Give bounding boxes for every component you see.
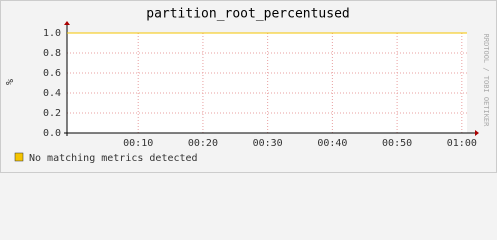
x-tick-label: 00:20	[188, 138, 218, 149]
y-axis-label: %	[5, 79, 16, 85]
chart-title: partition_root_percentused	[146, 7, 350, 22]
axis-arrow	[475, 130, 479, 136]
y-tick-label: 0.2	[43, 108, 61, 119]
x-tick-label: 00:50	[382, 138, 412, 149]
x-tick-label: 00:40	[317, 138, 347, 149]
chart: partition_root_percentused % RRDTOOL / T…	[0, 0, 497, 173]
legend-swatch	[14, 152, 24, 162]
x-tick-label: 00:30	[253, 138, 283, 149]
y-tick-label: 0.0	[43, 128, 61, 139]
y-tick-label: 1.0	[43, 28, 61, 39]
legend-label: No matching metrics detected	[29, 153, 198, 164]
watermark: RRDTOOL / TOBI OETIKER	[482, 34, 490, 128]
x-tick-label: 01:00	[447, 138, 477, 149]
axis-arrow	[64, 21, 70, 25]
y-tick-label: 0.6	[43, 68, 61, 79]
page: {"chart_data": {"type": "line", "title":…	[0, 0, 497, 173]
y-tick-label: 0.4	[43, 88, 61, 99]
x-tick-label: 00:10	[123, 138, 153, 149]
plot-area	[67, 33, 467, 133]
y-tick-label: 0.8	[43, 48, 61, 59]
